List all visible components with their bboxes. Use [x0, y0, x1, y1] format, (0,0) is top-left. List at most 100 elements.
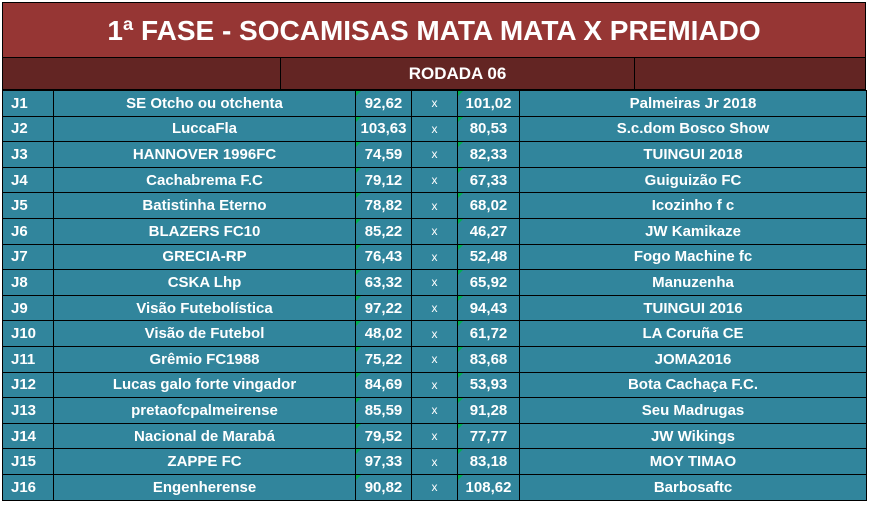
away-score: 67,33 — [457, 166, 520, 194]
home-score: 74,59 — [355, 141, 412, 168]
home-score: 75,22 — [355, 345, 412, 373]
away-team: Palmeiras Jr 2018 — [519, 90, 867, 117]
match-code: J13 — [2, 397, 54, 424]
home-score: 84,69 — [355, 371, 412, 399]
away-score: 68,02 — [457, 192, 520, 219]
match-code: J4 — [2, 166, 54, 194]
away-score: 83,68 — [457, 345, 520, 373]
table-row: J10 Visão de Futebol 48,02 x 61,72 LA Coruña … — [2, 320, 867, 347]
versus-separator: x — [411, 141, 458, 168]
table-row: J13 pretaofcpalmeirense 85,59 x 91,28 Seu Mad… — [2, 397, 867, 424]
match-code: J12 — [2, 371, 54, 399]
home-score: 97,33 — [355, 448, 412, 475]
home-team: Cachabrema F.C — [53, 166, 356, 194]
spreadsheet: 1ª FASE - SOCAMISAS MATA MATA X PREMIADO… — [2, 2, 867, 501]
match-code: J14 — [2, 422, 54, 450]
home-score: 63,32 — [355, 269, 412, 296]
match-code: J2 — [2, 115, 54, 143]
match-code: J16 — [2, 473, 54, 501]
table-row: J3 HANNOVER 1996FC 74,59 x 82,33 TUINGUI 2018 — [2, 141, 867, 168]
versus-separator: x — [411, 269, 458, 296]
round-header-left-cell — [3, 58, 281, 90]
home-team: LuccaFla — [53, 115, 356, 143]
away-team: Guiguizão FC — [519, 166, 867, 194]
away-score: 82,33 — [457, 141, 520, 168]
away-score: 80,53 — [457, 115, 520, 143]
home-score: 90,82 — [355, 473, 412, 501]
table-row: J8 CSKA Lhp 63,32 x 65,92 Manuzenha — [2, 269, 867, 296]
away-team: Seu Madrugas — [519, 397, 867, 424]
away-score: 61,72 — [457, 320, 520, 347]
home-score: 103,63 — [355, 115, 412, 143]
table-row: J7 GRECIA-RP 76,43 x 52,48 Fogo Machine fc — [2, 243, 867, 271]
versus-separator: x — [411, 294, 458, 322]
versus-separator: x — [411, 90, 458, 117]
versus-separator: x — [411, 397, 458, 424]
away-team: S.c.dom Bosco Show — [519, 115, 867, 143]
versus-separator: x — [411, 448, 458, 475]
versus-separator: x — [411, 345, 458, 373]
away-score: 77,77 — [457, 422, 520, 450]
table-row: J5 Batistinha Eterno 78,82 x 68,02 Icozinho f… — [2, 192, 867, 219]
home-score: 79,52 — [355, 422, 412, 450]
home-team: pretaofcpalmeirense — [53, 397, 356, 424]
versus-separator: x — [411, 320, 458, 347]
versus-separator: x — [411, 473, 458, 501]
match-code: J5 — [2, 192, 54, 219]
away-team: JOMA2016 — [519, 345, 867, 373]
home-score: 85,59 — [355, 397, 412, 424]
table-row: J6 BLAZERS FC10 85,22 x 46,27 JW Kamikaze — [2, 217, 867, 245]
home-team: Grêmio FC1988 — [53, 345, 356, 373]
match-code: J1 — [2, 90, 54, 117]
away-score: 94,43 — [457, 294, 520, 322]
away-team: JW Kamikaze — [519, 217, 867, 245]
home-team: Nacional de Marabá — [53, 422, 356, 450]
away-team: LA Coruña CE — [519, 320, 867, 347]
home-team: BLAZERS FC10 — [53, 217, 356, 245]
home-score: 79,12 — [355, 166, 412, 194]
away-team: Barbosaftc — [519, 473, 867, 501]
versus-separator: x — [411, 192, 458, 219]
home-team: Visão de Futebol — [53, 320, 356, 347]
home-team: CSKA Lhp — [53, 269, 356, 296]
match-code: J8 — [2, 269, 54, 296]
home-team: ZAPPE FC — [53, 448, 356, 475]
versus-separator: x — [411, 371, 458, 399]
home-team: Lucas galo forte vingador — [53, 371, 356, 399]
away-team: MOY TIMAO — [519, 448, 867, 475]
home-score: 97,22 — [355, 294, 412, 322]
away-team: JW Wikings — [519, 422, 867, 450]
away-score: 65,92 — [457, 269, 520, 296]
table-row: J15 ZAPPE FC 97,33 x 83,18 MOY TIMAO — [2, 448, 867, 475]
away-score: 46,27 — [457, 217, 520, 245]
match-code: J6 — [2, 217, 54, 245]
page-title: 1ª FASE - SOCAMISAS MATA MATA X PREMIADO — [2, 2, 866, 58]
away-team: TUINGUI 2016 — [519, 294, 867, 322]
round-label: RODADA 06 — [281, 58, 635, 90]
versus-separator: x — [411, 115, 458, 143]
round-header: RODADA 06 — [2, 58, 866, 90]
table-row: J2 LuccaFla 103,63 x 80,53 S.c.dom Bosco Show — [2, 115, 867, 143]
match-code: J11 — [2, 345, 54, 373]
versus-separator: x — [411, 217, 458, 245]
away-team: Icozinho f c — [519, 192, 867, 219]
home-team: SE Otcho ou otchenta — [53, 90, 356, 117]
round-header-right-cell — [635, 58, 867, 90]
home-score: 92,62 — [355, 90, 412, 117]
home-team: Engenherense — [53, 473, 356, 501]
away-team: Bota Cachaça F.C. — [519, 371, 867, 399]
match-code: J7 — [2, 243, 54, 271]
match-code: J10 — [2, 320, 54, 347]
away-team: Fogo Machine fc — [519, 243, 867, 271]
table-row: J14 Nacional de Marabá 79,52 x 77,77 JW Wikin… — [2, 422, 867, 450]
matches-table-body: J1 SE Otcho ou otchenta 92,62 x 101,02 Palmei… — [2, 90, 867, 501]
away-team: Manuzenha — [519, 269, 867, 296]
away-score: 83,18 — [457, 448, 520, 475]
table-row: J1 SE Otcho ou otchenta 92,62 x 101,02 Palmei… — [2, 90, 867, 117]
match-code: J15 — [2, 448, 54, 475]
home-team: Batistinha Eterno — [53, 192, 356, 219]
home-score: 85,22 — [355, 217, 412, 245]
away-score: 91,28 — [457, 397, 520, 424]
match-code: J3 — [2, 141, 54, 168]
table-row: J11 Grêmio FC1988 75,22 x 83,68 JOMA2016 — [2, 345, 867, 373]
